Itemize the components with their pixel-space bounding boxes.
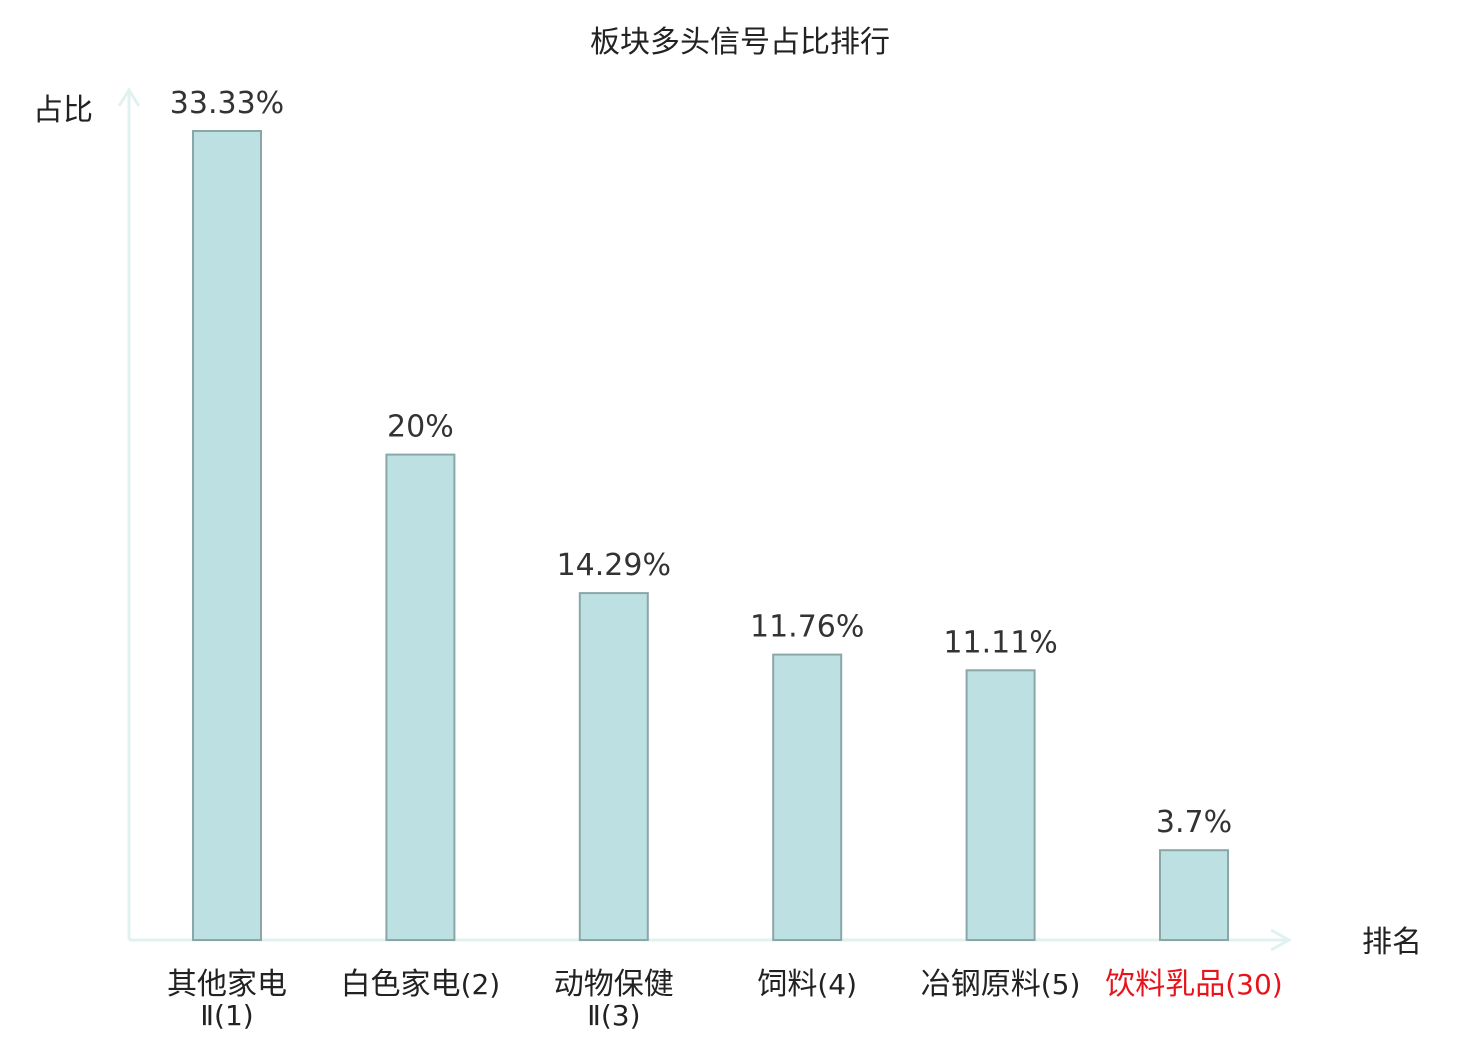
x-axis-label: 排名 [1362, 925, 1422, 960]
bar-3 [578, 592, 649, 941]
category-label-1: 其他家电 [167, 967, 287, 1002]
category-name-6: 饮料乳品 [1105, 967, 1225, 1002]
axes [117, 87, 1293, 952]
value-label-3: 14.29% [557, 548, 671, 583]
category-rank-3: Ⅱ(3) [587, 999, 640, 1032]
category-rank-2: (2) [461, 968, 501, 1001]
category-rank-5: (5) [1041, 968, 1081, 1001]
value-label-4: 11.76% [750, 610, 864, 645]
x-axis-arrow [1270, 928, 1293, 952]
category-label-5: 冶钢原料(5) [921, 967, 1081, 1002]
bar-2 [385, 453, 456, 941]
bars-group [192, 130, 1229, 942]
category-label-3: 动物保健 [554, 967, 674, 1002]
category-rank-1: Ⅱ(1) [200, 999, 253, 1032]
category-rank-6: (30) [1225, 968, 1282, 1001]
value-labels-group: 33.33% 20% 14.29% 11.76% 11.11% 3.7% [170, 86, 1232, 840]
category-name-4: 饲料 [757, 967, 817, 1002]
value-label-1: 33.33% [170, 86, 284, 121]
bar-1 [192, 130, 262, 941]
category-name-5: 冶钢原料 [921, 967, 1041, 1002]
value-label-6: 3.7% [1156, 805, 1232, 840]
chart-title: 板块多头信号占比排行 [590, 25, 890, 60]
bar-5 [965, 669, 1036, 941]
bar-4 [772, 653, 843, 941]
category-label-4: 饲料(4) [757, 967, 857, 1002]
y-axis-arrow [117, 87, 141, 107]
y-axis-label: 占比 [33, 93, 93, 128]
value-label-2: 20% [387, 410, 454, 445]
category-label-6: 饮料乳品(30) [1105, 967, 1282, 1002]
value-label-5: 11.11% [943, 625, 1057, 660]
bar-6 [1159, 849, 1229, 942]
category-label-2: 白色家电(2) [341, 967, 501, 1002]
category-name-2: 白色家电 [341, 967, 461, 1002]
category-rank-4: (4) [817, 968, 857, 1001]
